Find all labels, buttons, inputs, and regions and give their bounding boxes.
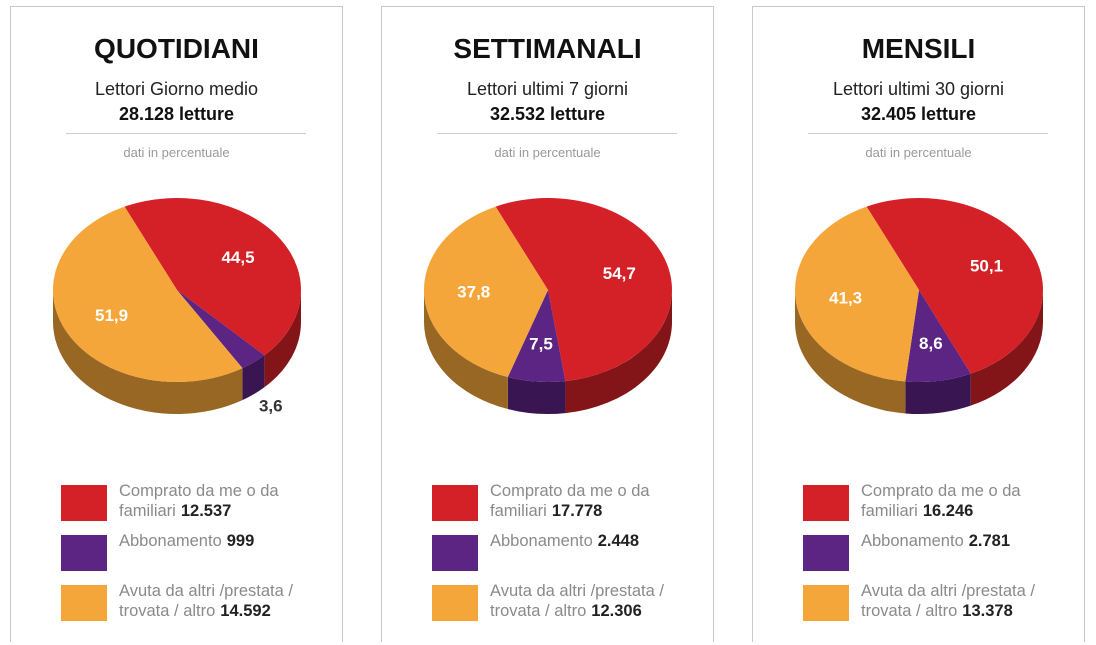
pie-side <box>53 290 243 415</box>
legend-label: Abbonamento <box>490 532 593 550</box>
note: dati in percentuale <box>494 145 601 160</box>
legend-count: 16.246 <box>922 502 974 520</box>
legend: Comprato da me o da familiari 16.246 Abbon… <box>803 481 1083 631</box>
pie-side <box>242 355 265 401</box>
legend-item: Avuta da altri /prestata / trovata / alt… <box>61 581 341 621</box>
pie-slice <box>507 290 566 382</box>
total: 32.532 letture <box>489 104 606 124</box>
legend-label: Abbonamento <box>119 532 222 550</box>
legend-count: 17.778 <box>551 502 603 520</box>
pie-slice <box>495 198 672 382</box>
note: dati in percentuale <box>865 145 972 160</box>
legend-swatch <box>803 535 849 571</box>
legend-swatch <box>803 585 849 621</box>
pie-chart: 44,5 3,6 51,9 <box>52 198 301 415</box>
divider <box>437 133 677 134</box>
value-label: 41,3 <box>829 288 862 307</box>
legend-label: Abbonamento <box>861 532 964 550</box>
legend-count: 14.592 <box>220 602 271 620</box>
pie-chart: 50,1 8,6 41,3 <box>795 197 1044 414</box>
pie-side <box>424 290 508 410</box>
pie-side <box>264 290 301 388</box>
legend-swatch <box>432 585 478 621</box>
subtitle: Lettori ultimi 7 giorni <box>466 79 629 99</box>
legend-item: Comprato da me o da familiari 16.246 <box>803 481 1083 521</box>
note: dati in percentuale <box>123 145 230 160</box>
legend-label: Comprato da me o da familiari <box>490 482 650 520</box>
divider <box>66 133 306 134</box>
pie-slice <box>52 206 243 383</box>
chart-title: SETTIMANALI <box>453 33 642 64</box>
pie-side <box>565 290 672 414</box>
legend-text: Comprato da me o da familiari 12.537 <box>119 481 324 521</box>
legend-swatch <box>61 585 107 621</box>
legend-text: Comprato da me o da familiari 16.246 <box>861 481 1066 521</box>
legend-count: 999 <box>226 532 255 550</box>
legend-count: 12.537 <box>180 502 232 520</box>
pie-side <box>970 290 1043 406</box>
legend-count: 12.306 <box>591 602 642 620</box>
legend-item: Comprato da me o da familiari 12.537 <box>61 481 341 521</box>
value-label: 50,1 <box>970 256 1003 275</box>
pie-slice <box>905 290 971 382</box>
legend-item: Abbonamento 999 <box>61 531 341 571</box>
value-label: 51,9 <box>95 306 128 325</box>
legend-label: Avuta da altri /prestata / trovata / alt… <box>490 582 664 620</box>
legend-count: 2.448 <box>597 532 640 550</box>
legend-text: Abbonamento 999 <box>119 531 324 551</box>
value-label: 54,7 <box>603 264 636 283</box>
chart-title: MENSILI <box>861 33 976 64</box>
pie-side <box>507 377 566 414</box>
pie-slice <box>795 206 919 382</box>
chart-panel: MENSILI Lettori ultimi 30 giorni 32.405 le… <box>752 6 1085 642</box>
legend-text: Avuta da altri /prestata / trovata / alt… <box>861 581 1066 621</box>
value-label: 37,8 <box>457 282 490 301</box>
subtitle: Lettori Giorno medio <box>94 79 259 99</box>
legend-swatch <box>61 535 107 571</box>
value-label: 8,6 <box>919 334 943 353</box>
legend-label: Comprato da me o da familiari <box>119 482 279 520</box>
legend-text: Abbonamento 2.448 <box>490 531 695 551</box>
legend-text: Abbonamento 2.781 <box>861 531 1066 551</box>
legend-item: Comprato da me o da familiari 17.778 <box>432 481 712 521</box>
pie-side <box>795 290 906 414</box>
chart-panel: QUOTIDIANI Lettori Giorno medio 28.128 let… <box>10 6 343 642</box>
legend-label: Comprato da me o da familiari <box>861 482 1021 520</box>
legend-item: Abbonamento 2.448 <box>432 531 712 571</box>
total: 28.128 letture <box>118 104 235 124</box>
legend-count: 13.378 <box>962 602 1013 620</box>
legend-count: 2.781 <box>968 532 1011 550</box>
value-label: 44,5 <box>221 248 254 267</box>
pie-chart: 54,7 7,5 37,8 <box>424 198 672 414</box>
legend-swatch <box>803 485 849 521</box>
legend: Comprato da me o da familiari 17.778 Abbon… <box>432 481 712 631</box>
pie-slice <box>124 198 301 356</box>
legend-item: Abbonamento 2.781 <box>803 531 1083 571</box>
legend-text: Comprato da me o da familiari 17.778 <box>490 481 695 521</box>
subtitle: Lettori ultimi 30 giorni <box>832 79 1005 99</box>
legend-label: Avuta da altri /prestata / trovata / alt… <box>119 582 293 620</box>
legend-swatch <box>432 535 478 571</box>
legend-item: Avuta da altri /prestata / trovata / alt… <box>432 581 712 621</box>
chart-title: QUOTIDIANI <box>94 33 259 64</box>
chart-panel: SETTIMANALI Lettori ultimi 7 giorni 32.532… <box>381 6 714 642</box>
legend-swatch <box>61 485 107 521</box>
pie-slice <box>177 290 265 369</box>
value-label: 3,6 <box>259 396 283 415</box>
legend: Comprato da me o da familiari 12.537 Abbon… <box>61 481 341 631</box>
pie-slice <box>866 197 1044 374</box>
legend-item: Avuta da altri /prestata / trovata / alt… <box>803 581 1083 621</box>
value-label: 7,5 <box>529 334 553 353</box>
legend-text: Avuta da altri /prestata / trovata / alt… <box>119 581 324 621</box>
divider <box>808 133 1048 134</box>
pie-slice <box>424 206 548 378</box>
legend-text: Avuta da altri /prestata / trovata / alt… <box>490 581 695 621</box>
legend-label: Avuta da altri /prestata / trovata / alt… <box>861 582 1035 620</box>
total: 32.405 letture <box>860 104 977 124</box>
legend-swatch <box>432 485 478 521</box>
pie-side <box>905 373 971 414</box>
